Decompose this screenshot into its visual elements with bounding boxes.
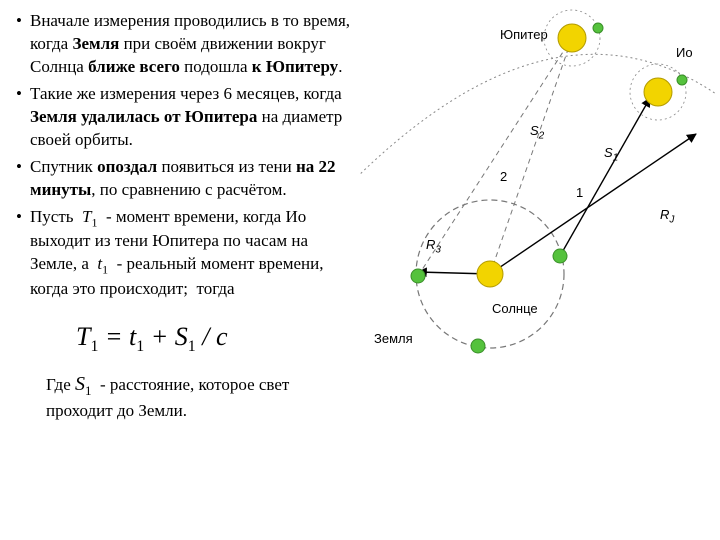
diagram-svg xyxy=(360,4,716,364)
where-prefix: Где xyxy=(46,375,75,394)
where-line: Где S1 - расстояние, которое свет проход… xyxy=(46,371,356,422)
diagram-label-two: 2 xyxy=(500,168,507,186)
diagram-label-jupiter: Юпитер xyxy=(500,26,548,44)
bullet-1: Вначале измерения проводились в то время… xyxy=(16,10,354,79)
diagram-label-S2: S2 xyxy=(530,122,544,143)
diagram-label-io: Ио xyxy=(676,44,693,62)
diagram-label-one: 1 xyxy=(576,184,583,202)
diagram-label-S1: S1 xyxy=(604,144,618,165)
bullet-list: Вначале измерения проводились в то время… xyxy=(16,10,354,301)
diagram: Юпитер Ио S2 S1 2 1 R3 RJ Солнце Земля xyxy=(360,4,716,364)
bullet-2: Такие же измерения через 6 месяцев, когд… xyxy=(16,83,354,152)
diagram-label-RJ: RJ xyxy=(660,206,674,227)
bullet-3: Спутник опоздал появиться из тени на 22 … xyxy=(16,156,354,202)
bullet-4: Пусть T1 - момент времени, когда Ио выхо… xyxy=(16,206,354,301)
equation: T1 = t1 + S1 / c xyxy=(76,319,354,358)
diagram-label-sun: Солнце xyxy=(492,300,538,318)
diagram-label-R3: R3 xyxy=(426,236,441,257)
where-symbol: S1 xyxy=(75,375,92,394)
diagram-label-earth: Земля xyxy=(374,330,413,348)
